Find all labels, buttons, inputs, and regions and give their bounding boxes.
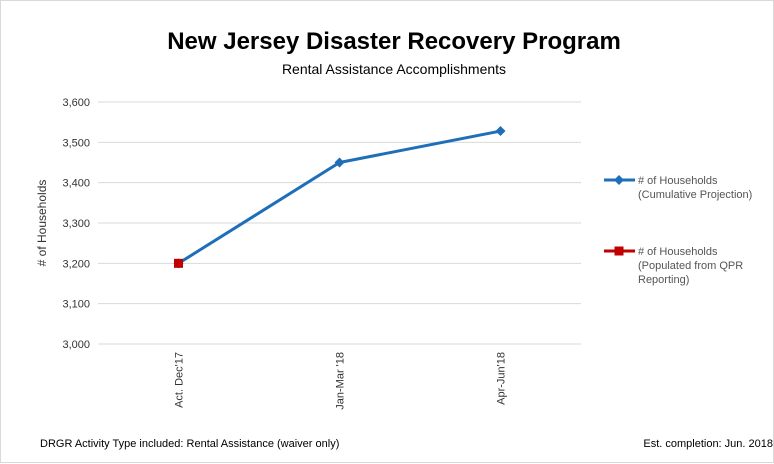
series-line [177,129,501,265]
y-axis-label: # of Households [35,180,49,267]
legend-label: (Populated from QPR [638,260,743,272]
y-tick-label: 3,600 [62,97,90,109]
y-tick-label: 3,500 [62,137,90,149]
legend-marker [614,175,624,185]
y-tick-label: 3,000 [62,339,90,351]
chart-subtitle: Rental Assistance Accomplishments [282,61,506,77]
x-tick-label: Jan-Mar '18 [335,352,347,410]
y-tick-label: 3,400 [62,178,90,190]
legend-marker [614,246,624,256]
legend-label: (Cumulative Projection) [638,189,752,201]
legend-item: # of Households (Populated from QPR Report… [604,246,743,286]
y-tick-label: 3,200 [62,258,90,270]
footer-note: DRGR Activity Type included: Rental Assi… [40,438,339,450]
x-tick-label: Apr-Jun'18 [496,352,508,405]
legend-label: Reporting) [638,274,689,286]
data-point [495,126,506,137]
chart-title: New Jersey Disaster Recovery Program [167,28,621,55]
y-tick-label: 3,100 [62,299,90,311]
x-tick-label: Act. Dec'17 [174,352,186,408]
y-tick-label: 3,300 [62,218,90,230]
data-point [334,157,345,168]
data-point [174,258,183,268]
legend-item: # of Households (Cumulative Projection) [604,175,752,201]
legend-label: # of Households [638,246,718,258]
footer-completion: Est. completion: Jun. 2018 [643,438,773,450]
legend-label: # of Households [638,175,718,187]
